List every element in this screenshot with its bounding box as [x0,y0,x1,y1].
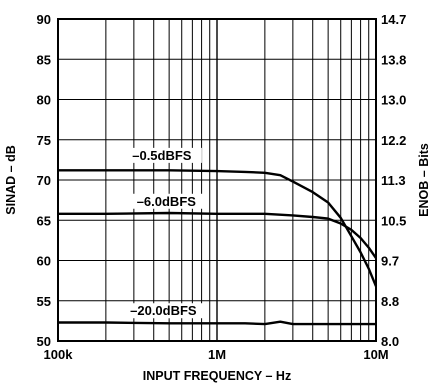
x-tick-label: 1M [208,347,226,362]
y-tick-label: 50 [37,334,51,349]
x-axis-label: INPUT FREQUENCY – Hz [143,369,291,383]
series-layer [58,169,378,326]
y-tick-label: 55 [37,294,51,309]
series-label-background [121,147,202,163]
y2-tick-label: 10.5 [381,213,406,228]
y-tick-label: 85 [37,52,51,67]
series-labels: –0.5dBFS –6.0dBFS –20.0dBFS [121,147,207,319]
y2-tick-label: 8.8 [381,294,399,309]
y2-tick-label: 8.0 [381,334,399,349]
series-label-background [123,303,204,319]
y-tick-label: 75 [37,133,51,148]
y-tick-label: 80 [37,93,51,108]
y2-tick-label: 9.7 [381,254,399,269]
y-axis-left-ticks: 90 85 80 75 70 65 60 55 50 [37,12,51,349]
x-tick-label: 100k [44,347,74,362]
grid [57,18,376,342]
series-line-0 [58,169,378,287]
plot-frame [57,18,377,342]
y-axis-right-label: ENOB – Bits [417,143,431,217]
y2-tick-label: 12.2 [381,133,406,148]
series-label-1: –6.0dBFS [137,194,197,209]
series-label-2: –20.0dBFS [130,303,197,318]
y-tick-label: 65 [37,213,51,228]
series-line-2 [58,320,376,326]
series-label-background [126,193,207,209]
y-axis-label: SINAD – dB [4,145,18,214]
x-tick-label: 10M [363,347,388,362]
y2-tick-label: 13.0 [381,93,406,108]
series-label-0: –0.5dBFS [132,148,192,163]
y-tick-label: 70 [37,173,51,188]
series-line-1 [58,211,377,259]
y-axis-right-ticks: 14.7 13.8 13.0 12.2 11.3 10.5 9.7 8.8 8.0 [381,12,406,349]
y2-tick-label: 14.7 [381,12,406,27]
x-axis-ticks: 100k 1M 10M [44,347,389,362]
y-tick-label: 90 [37,12,51,27]
y2-tick-label: 13.8 [381,52,406,67]
y-tick-label: 60 [37,254,51,269]
y2-tick-label: 11.3 [381,173,406,188]
